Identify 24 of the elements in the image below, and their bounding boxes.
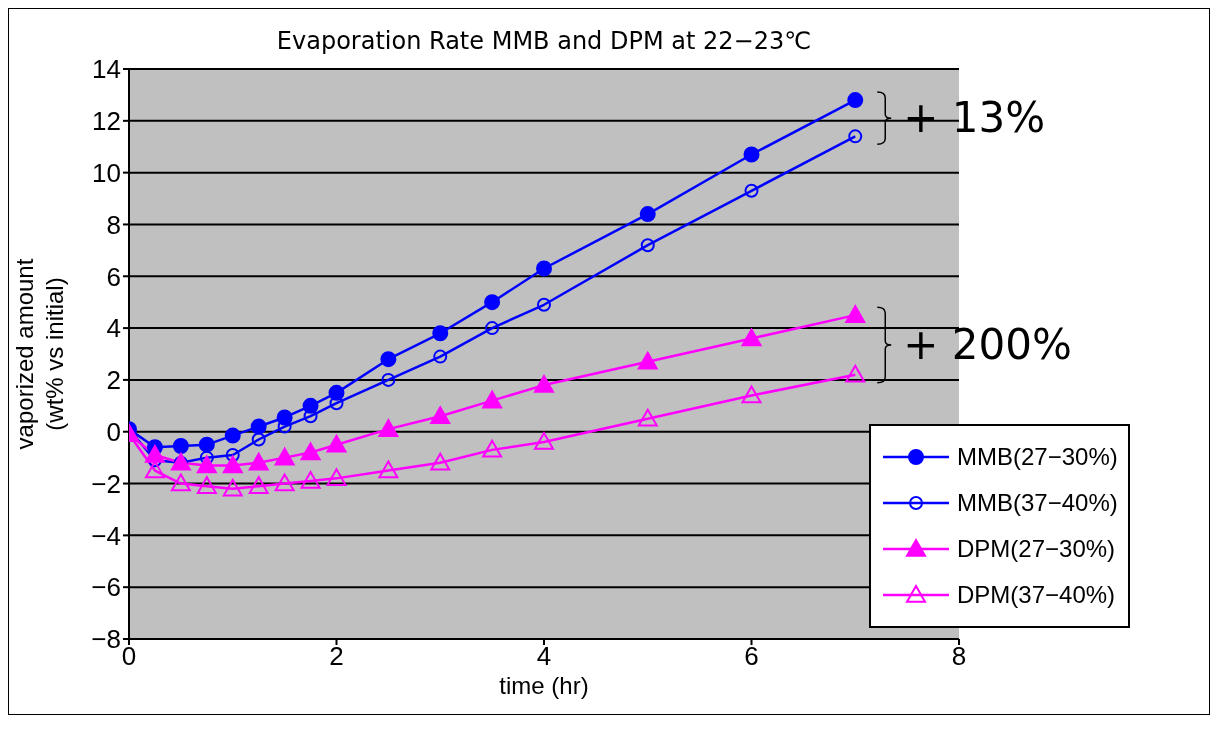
chart-title: Evaporation Rate MMB and DPM at 22−23℃ (275, 27, 813, 55)
y-tick-label: 10 (92, 157, 121, 188)
y-tick-label: 6 (106, 261, 121, 292)
x-axis-title: time (hr) (499, 672, 589, 699)
y-tick-label: −2 (91, 468, 121, 499)
x-tick-label: 6 (744, 641, 759, 672)
y-tick-label: −8 (91, 624, 121, 655)
legend-label: MMB(37−40%) (957, 489, 1118, 517)
legend-label: DPM(27−30%) (957, 535, 1116, 563)
y-tick-label: 12 (92, 106, 121, 137)
y-tick-label: 8 (106, 209, 121, 240)
annotation: + 200% (903, 319, 1072, 369)
y-tick-label: −6 (91, 572, 121, 603)
x-tick-label: 4 (536, 641, 552, 672)
x-tick-label: 8 (951, 641, 967, 672)
legend-label: DPM(37−40%) (957, 581, 1116, 609)
y-tick-label: −4 (91, 520, 121, 551)
y-tick-label: 4 (106, 313, 121, 344)
legend-label: MMB(27−30%) (957, 443, 1118, 471)
y-tick-label: 14 (92, 54, 121, 85)
y-tick-label: 0 (106, 416, 121, 447)
y-tick-label: 2 (106, 365, 121, 396)
y-axis-title: vaporized amount (wt% vs initial) (11, 258, 68, 450)
x-tick-label: 2 (329, 641, 344, 672)
